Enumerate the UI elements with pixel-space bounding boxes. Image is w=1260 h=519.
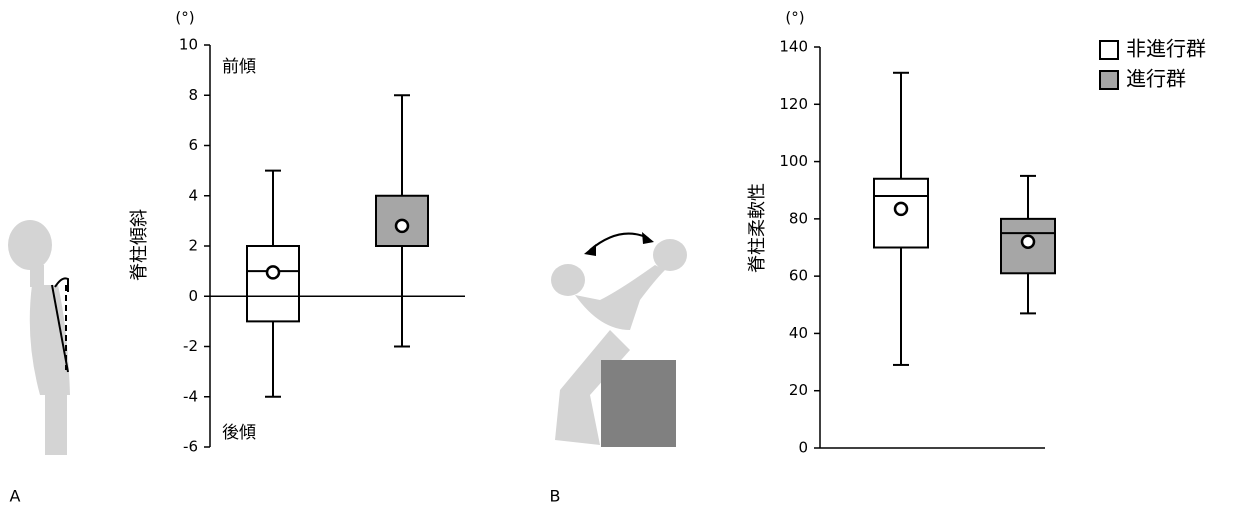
mean	[1022, 236, 1034, 248]
annotation: 後傾	[222, 423, 256, 443]
y-tick-label: 60	[789, 267, 808, 285]
mean	[267, 266, 279, 278]
y-tick-label: 0	[188, 287, 198, 305]
legend-swatch	[1100, 71, 1118, 89]
y-axis-label: 脊柱柔軟性	[747, 183, 768, 273]
legend-label: 進行群	[1126, 67, 1186, 91]
y-tick-label: 6	[188, 136, 198, 154]
y-tick-label: -4	[183, 387, 198, 405]
skeleton-illustration-b	[551, 232, 687, 447]
skeleton-illustration-a	[8, 220, 70, 455]
y-axis-label: 脊柱傾斜	[129, 209, 150, 281]
mean	[895, 203, 907, 215]
y-tick-label: 120	[779, 95, 808, 113]
y-tick-label: 10	[179, 36, 198, 54]
y-tick-label: 2	[188, 237, 198, 255]
y-tick-label: 100	[779, 152, 808, 170]
y-tick-label: -6	[183, 438, 198, 456]
y-tick-label: 40	[789, 324, 808, 342]
panel-label: A	[10, 487, 21, 506]
legend-swatch	[1100, 41, 1118, 59]
y-tick-label: 20	[789, 381, 808, 399]
legend-label: 非進行群	[1126, 37, 1206, 61]
y-tick-label: -2	[183, 337, 198, 355]
y-tick-label: 80	[789, 209, 808, 227]
y-tick-label: 8	[188, 86, 198, 104]
y-tick-label: 140	[779, 38, 808, 56]
panel-label: B	[550, 487, 561, 506]
box	[247, 246, 299, 321]
y-tick-label: 0	[798, 439, 808, 457]
unit-label: (°)	[785, 9, 804, 27]
mean	[396, 220, 408, 232]
y-tick-label: 4	[188, 186, 198, 204]
unit-label: (°)	[175, 9, 194, 27]
annotation: 前傾	[222, 57, 256, 77]
figure: -6 -4 -2 0 2 4 6 8 10 (°) 脊柱傾斜 A 前傾後傾 0 20 40 60 80 100 120…	[0, 0, 1260, 515]
